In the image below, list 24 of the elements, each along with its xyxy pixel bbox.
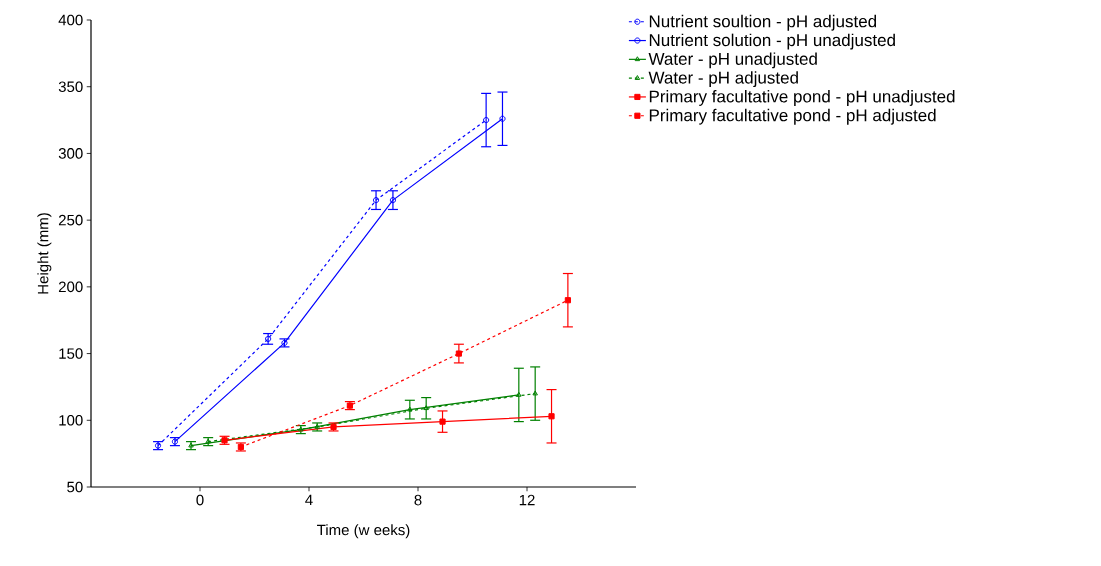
point xyxy=(564,297,571,304)
point xyxy=(548,413,555,420)
y-tick-label: 350 xyxy=(58,81,83,93)
x-tick-label: 0 xyxy=(196,494,204,506)
legend-label: Water - pH unadjusted xyxy=(648,52,817,69)
y-tick-label: 200 xyxy=(58,281,83,293)
y-tick-label: 100 xyxy=(59,414,83,426)
point xyxy=(439,418,446,425)
legend-label: Primary facultative pond - pH adjusted xyxy=(649,108,936,125)
x-axis-title: Time (w eeks) xyxy=(317,524,410,539)
legend-label: Primary facultative pond - pH unadjusted xyxy=(649,90,955,106)
x-tick-label: 12 xyxy=(519,494,535,506)
y-tick-label: 400 xyxy=(58,14,83,26)
x-tick-label: 4 xyxy=(305,494,313,506)
y-tick-label: 150 xyxy=(59,348,83,359)
x-tick-label: 8 xyxy=(414,494,422,506)
point xyxy=(455,350,462,357)
legend-label: Nutrient soultion - pH adjusted xyxy=(649,14,877,31)
y-tick-label: 250 xyxy=(58,214,83,226)
y-tick-label: 300 xyxy=(58,148,83,159)
legend-label: Water - pH adjusted xyxy=(648,71,798,88)
legend-label: Nutrient solution - pH unadjusted xyxy=(649,33,895,50)
y-tick-label: 50 xyxy=(67,481,83,493)
y-axis-title: Height (mm) xyxy=(37,213,52,294)
